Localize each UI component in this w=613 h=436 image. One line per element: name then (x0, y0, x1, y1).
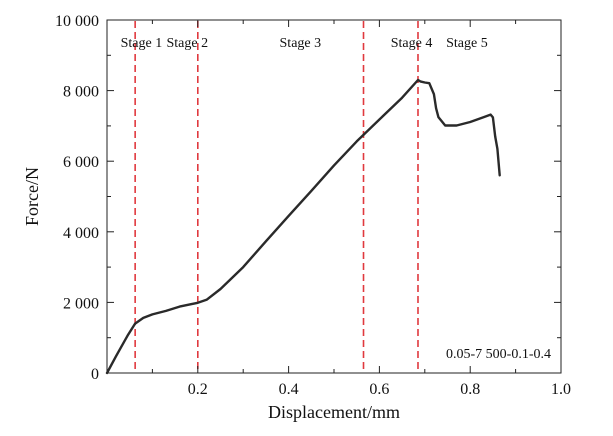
stage-labels: Stage 1 Stage 2 Stage 3 Stage 4 Stage 5 (121, 36, 488, 51)
x-axis-ticks: 0.2 0.4 0.6 0.8 1.0 (151, 20, 571, 398)
series-layer (105, 78, 501, 375)
x-tick-label: 0.4 (279, 381, 299, 398)
y-axis-ticks: 0 2 000 4 000 6 000 8 000 10 000 (55, 13, 561, 383)
stage-label-3: Stage 3 (280, 36, 322, 51)
x-tick-label: 0.8 (460, 381, 480, 398)
stage-label-4: Stage 4 (391, 36, 433, 51)
y-tick-label: 10 000 (55, 13, 99, 30)
stage-label-1: Stage 1 (121, 36, 163, 51)
x-tick-label: 0.6 (369, 381, 389, 398)
stage-label-5: Stage 5 (446, 36, 488, 51)
y-axis-label: Force/N (22, 167, 42, 226)
force-displacement-curve (105, 78, 501, 375)
x-tick-label: 1.0 (551, 381, 571, 398)
y-tick-label: 4 000 (63, 225, 99, 242)
y-tick-label: 8 000 (63, 84, 99, 101)
chart-annotation: 0.05-7 500-0.1-0.4 (446, 347, 551, 362)
y-tick-label: 2 000 (63, 295, 99, 312)
y-tick-label: 0 (91, 366, 99, 383)
y-tick-label: 6 000 (63, 154, 99, 171)
stage-lines (134, 21, 419, 372)
plot-frame (106, 19, 562, 374)
stage-label-2: Stage 2 (166, 36, 208, 51)
x-axis-label: Displacement/mm (268, 402, 400, 422)
x-tick-label: 0.2 (188, 381, 208, 398)
